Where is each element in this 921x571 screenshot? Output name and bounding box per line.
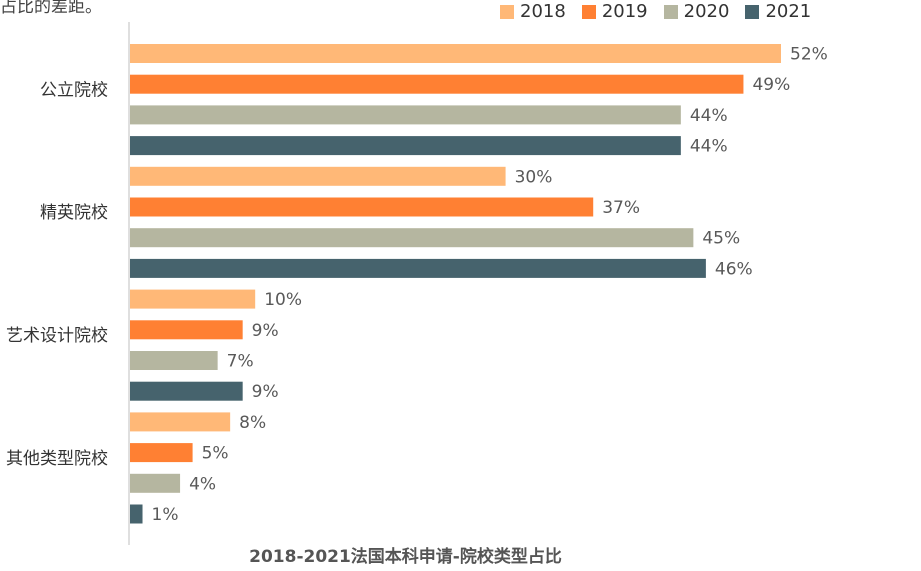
data-label: 44%: [690, 106, 728, 126]
data-label: 8%: [239, 413, 266, 433]
bar-2019: [130, 74, 744, 94]
bar-2020: [130, 351, 218, 370]
bar-2018: [130, 412, 231, 432]
bar-2020: [130, 473, 181, 493]
data-label: 49%: [752, 75, 790, 95]
bar-2021: [130, 258, 706, 278]
data-label: 7%: [227, 352, 254, 372]
legend-item: 2018: [500, 1, 566, 22]
legend-swatch: [500, 4, 514, 19]
data-label: 37%: [602, 198, 640, 218]
data-label: 44%: [690, 137, 728, 157]
category-label: 艺术设计院校: [6, 326, 108, 346]
category-label: 公立院校: [40, 80, 108, 100]
legend-swatch: [581, 4, 596, 19]
bar-2021: [130, 136, 681, 156]
legend-swatch: [745, 4, 760, 19]
legend: 2018 2019 2020 2021: [500, 1, 811, 22]
legend-label: 2019: [601, 1, 648, 22]
legend-item: 2019: [581, 1, 648, 22]
top-text-fragment: 占比的差距。: [0, 0, 102, 17]
data-label: 46%: [715, 259, 753, 279]
data-label: 9%: [252, 321, 279, 341]
data-label: 45%: [702, 229, 740, 249]
bar-2018: [130, 44, 781, 63]
bar-2021: [130, 381, 243, 401]
data-label: 10%: [264, 290, 302, 310]
bar-2019: [130, 320, 243, 340]
bar-2018: [130, 289, 256, 309]
legend-item: 2020: [663, 1, 730, 22]
chart-title: 2018-2021法国本科申请-院校类型占比: [249, 547, 562, 567]
legend-label: 2020: [683, 1, 730, 22]
legend-swatch: [663, 4, 678, 19]
bar-2020: [130, 105, 681, 125]
category-label: 精英院校: [40, 203, 108, 223]
bar-2018: [130, 166, 506, 186]
data-label: 9%: [252, 382, 279, 402]
data-label: 30%: [515, 167, 553, 187]
bar-2020: [130, 228, 694, 248]
bar-2019: [130, 443, 193, 463]
data-label: 4%: [189, 474, 216, 494]
bar-2021: [130, 504, 143, 524]
data-label: 1%: [152, 505, 179, 525]
data-label: 5%: [202, 444, 229, 464]
legend-label: 2021: [765, 1, 812, 22]
legend-label: 2018: [520, 1, 566, 22]
bar-2019: [130, 197, 594, 217]
category-label: 其他类型院校: [6, 449, 108, 469]
data-label: 52%: [790, 45, 828, 65]
legend-item: 2021: [745, 1, 811, 22]
